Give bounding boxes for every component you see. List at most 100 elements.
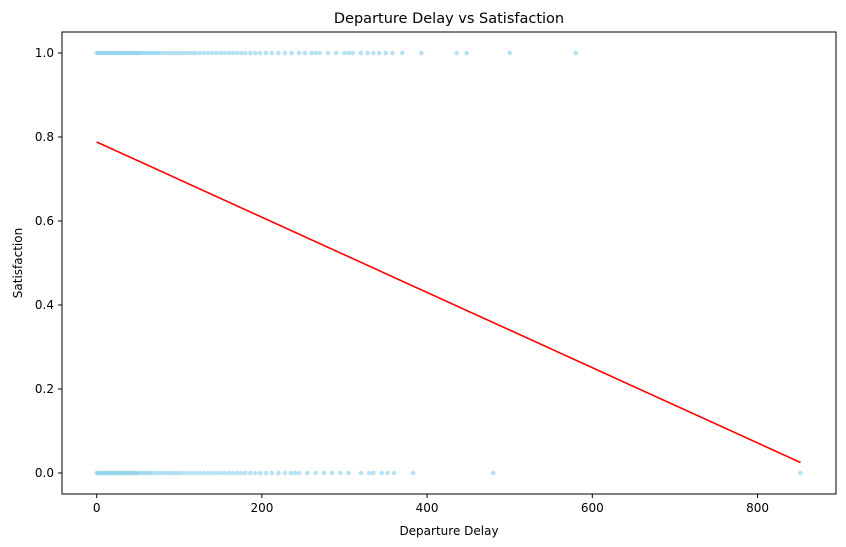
- y-tick-label: 0.0: [35, 466, 54, 480]
- data-point: [226, 470, 232, 476]
- data-point: [201, 470, 207, 476]
- data-point: [276, 470, 281, 476]
- data-point: [321, 470, 327, 476]
- data-point: [163, 470, 169, 476]
- data-point: [383, 50, 389, 56]
- data-point: [313, 470, 318, 476]
- data-point: [222, 50, 227, 56]
- y-tick-label: 0.8: [35, 130, 54, 144]
- data-point: [358, 470, 364, 476]
- data-point: [490, 470, 496, 476]
- data-point: [333, 50, 339, 56]
- data-point: [239, 470, 244, 476]
- data-point: [302, 50, 308, 56]
- y-axis-ticks: 0.0 0.2 0.4 0.6 0.8 1.0: [35, 46, 62, 480]
- y-tick-label: 0.4: [35, 298, 54, 312]
- data-point: [157, 470, 162, 476]
- data-point: [183, 50, 189, 56]
- data-point: [317, 50, 323, 56]
- data-point: [243, 470, 248, 476]
- data-point: [385, 470, 390, 476]
- data-point: [282, 50, 288, 56]
- data-point: [181, 470, 186, 476]
- data-point: [263, 470, 269, 476]
- x-axis-ticks: 0 200 400 600 800: [93, 494, 769, 515]
- x-tick-label: 800: [746, 501, 769, 515]
- data-point: [282, 470, 288, 476]
- chart-title: Departure Delay vs Satisfaction: [334, 11, 564, 27]
- data-point: [296, 50, 302, 56]
- data-point: [309, 50, 314, 56]
- y-tick-label: 1.0: [35, 46, 54, 60]
- data-point: [205, 50, 211, 56]
- y-axis-label: Satisfaction: [11, 228, 25, 298]
- data-point: [253, 50, 258, 56]
- data-point: [197, 50, 203, 56]
- data-point: [358, 50, 364, 56]
- data-point: [248, 50, 253, 56]
- data-point: [257, 50, 263, 56]
- data-point: [253, 470, 258, 476]
- x-tick-label: 400: [416, 501, 439, 515]
- data-point: [230, 470, 236, 476]
- data-point: [379, 470, 385, 476]
- data-point: [289, 50, 294, 56]
- data-point: [243, 50, 248, 56]
- data-point: [454, 50, 460, 56]
- data-point: [338, 470, 343, 476]
- data-point: [257, 470, 263, 476]
- y-tick-label: 0.6: [35, 214, 54, 228]
- x-tick-label: 600: [581, 501, 604, 515]
- data-point: [193, 470, 199, 476]
- data-point: [173, 50, 179, 56]
- data-point: [197, 470, 203, 476]
- data-point: [346, 470, 351, 476]
- data-point: [248, 470, 253, 476]
- data-point: [222, 470, 227, 476]
- data-point: [350, 50, 356, 56]
- data-point: [234, 470, 240, 476]
- data-point: [230, 50, 236, 56]
- data-point: [163, 50, 169, 56]
- data-point: [325, 50, 331, 56]
- data-point: [292, 470, 298, 476]
- data-point: [180, 50, 185, 56]
- data-point: [214, 50, 219, 56]
- data-point: [214, 470, 219, 476]
- x-axis-label: Departure Delay: [399, 524, 498, 538]
- data-point: [185, 470, 190, 476]
- regression-line-layer: [96, 141, 801, 464]
- x-tick-label: 200: [250, 501, 273, 515]
- data-point: [205, 470, 211, 476]
- data-point: [170, 50, 175, 56]
- data-point: [346, 50, 351, 56]
- data-point: [507, 50, 512, 56]
- data-point: [276, 50, 281, 56]
- data-point: [167, 50, 172, 56]
- data-point: [201, 50, 207, 56]
- data-point: [153, 470, 159, 476]
- data-point: [177, 50, 182, 56]
- data-point: [210, 50, 215, 56]
- data-point: [239, 50, 244, 56]
- data-point: [170, 470, 175, 476]
- data-point: [189, 470, 194, 476]
- data-point: [367, 470, 372, 476]
- data-point: [410, 470, 416, 476]
- data-point: [400, 50, 405, 56]
- data-point: [296, 470, 302, 476]
- data-point: [157, 50, 162, 56]
- data-point: [193, 50, 199, 56]
- data-point: [177, 470, 182, 476]
- data-point: [288, 470, 294, 476]
- data-point: [376, 50, 382, 56]
- data-point: [160, 470, 166, 476]
- data-point: [234, 50, 240, 56]
- data-point: [210, 470, 215, 476]
- data-point: [371, 50, 376, 56]
- data-point: [371, 470, 376, 476]
- data-point: [263, 50, 269, 56]
- data-point: [342, 50, 347, 56]
